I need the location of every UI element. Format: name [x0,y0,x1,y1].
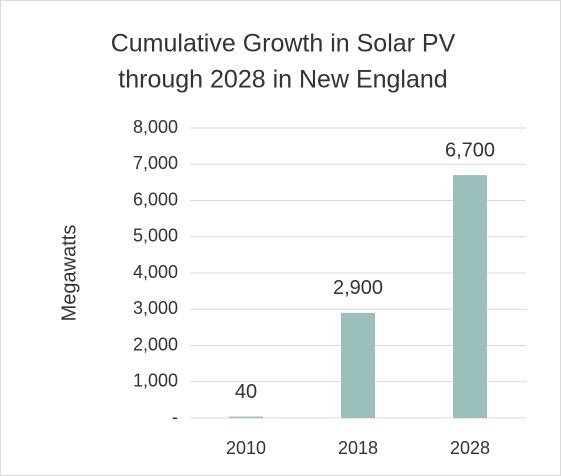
data-label: 6,700 [445,139,495,161]
y-tick-label: 6,000 [133,189,178,209]
data-label: 40 [235,381,257,403]
bar [341,312,375,418]
y-tick-label: 7,000 [133,153,178,173]
y-tick-label: 2,000 [133,334,178,354]
x-tick-label: 2010 [226,438,266,458]
bar [453,175,487,418]
y-tick-label: 1,000 [133,371,178,391]
y-tick-label: - [172,407,178,427]
x-tick-label: 2028 [450,438,490,458]
chart-title: through 2028 in New England [118,66,447,94]
y-tick-label: 4,000 [133,262,178,282]
y-tick-label: 5,000 [133,226,178,246]
y-tick-label: 8,000 [133,117,178,137]
chart-title: Cumulative Growth in Solar PV [111,30,456,58]
data-label: 2,900 [333,277,383,299]
y-axis-label: Megawatts [58,225,80,322]
bar [229,416,263,418]
x-tick-label: 2018 [338,438,378,458]
y-tick-label: 3,000 [133,298,178,318]
